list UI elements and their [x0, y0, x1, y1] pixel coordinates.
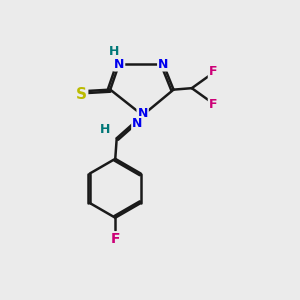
Text: S: S — [76, 87, 87, 102]
Text: F: F — [110, 232, 120, 246]
Text: N: N — [137, 107, 148, 120]
Text: N: N — [114, 58, 124, 70]
Text: N: N — [158, 58, 168, 70]
Text: F: F — [209, 65, 217, 79]
Text: H: H — [100, 124, 111, 136]
Text: N: N — [132, 117, 142, 130]
Text: F: F — [209, 98, 217, 111]
Text: H: H — [109, 45, 119, 58]
